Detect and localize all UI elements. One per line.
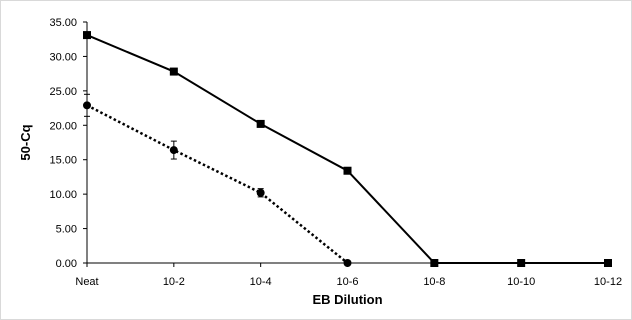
y-tick-label: 15.00 bbox=[49, 155, 77, 167]
x-tick-label: 10-6 bbox=[336, 276, 358, 288]
data-point bbox=[256, 119, 265, 128]
data-point bbox=[83, 31, 91, 40]
x-axis-title: EB Dilution bbox=[312, 292, 382, 307]
y-tick-label: 30.00 bbox=[49, 51, 77, 63]
x-tick-label: Neat bbox=[75, 276, 98, 288]
x-tick-label: 10-12 bbox=[594, 276, 622, 288]
series-line bbox=[86, 104, 349, 264]
data-point bbox=[343, 259, 352, 267]
series-line bbox=[86, 34, 608, 264]
y-tick-label: 10.00 bbox=[49, 189, 77, 201]
data-point bbox=[83, 101, 91, 110]
series-1 bbox=[83, 31, 612, 267]
data-point bbox=[517, 259, 526, 267]
y-tick-label: 0.00 bbox=[56, 258, 77, 270]
x-tick-label: 10-2 bbox=[163, 276, 185, 288]
y-tick-label: 25.00 bbox=[49, 86, 77, 98]
y-tick-label: 5.00 bbox=[56, 224, 77, 236]
y-tick-label: 20.00 bbox=[49, 120, 77, 132]
series-2 bbox=[83, 93, 352, 267]
x-tick-label: 10-10 bbox=[507, 276, 535, 288]
series-layer bbox=[83, 31, 612, 267]
y-axis-ticks: 0.00 5.00 10.00 15.00 20.00 25.00 30.00 35.00 bbox=[49, 17, 87, 270]
y-tick-label: 35.00 bbox=[49, 17, 77, 29]
axes bbox=[86, 22, 608, 264]
data-point bbox=[169, 146, 178, 155]
data-point bbox=[343, 166, 352, 175]
y-axis-title: 50-Cq bbox=[18, 124, 33, 160]
data-point bbox=[169, 67, 178, 76]
x-tick-label: 10-8 bbox=[423, 276, 445, 288]
data-point bbox=[430, 259, 439, 267]
x-tick-label: 10-4 bbox=[250, 276, 272, 288]
data-point bbox=[256, 188, 265, 197]
data-point bbox=[604, 259, 612, 267]
